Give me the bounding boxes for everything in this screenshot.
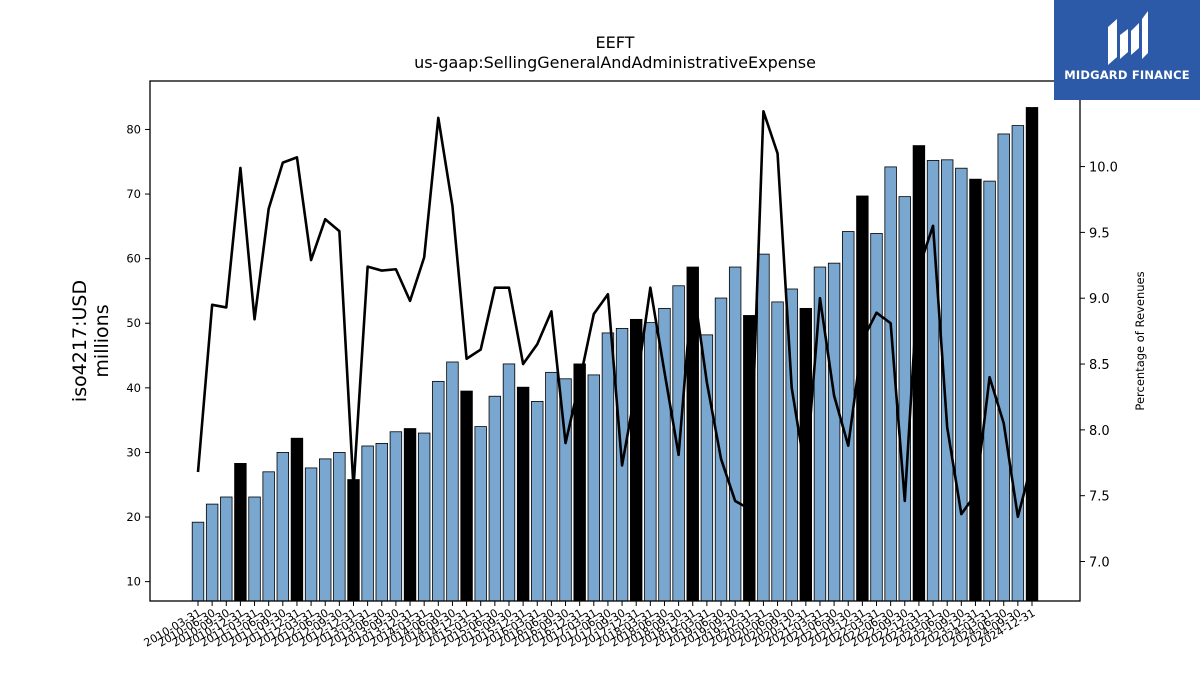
brand-name: MIDGARD FINANCE <box>1064 68 1190 82</box>
plot-frame <box>149 80 1081 602</box>
bar-2015-12-31 <box>516 386 530 602</box>
chart-title: EEFT <box>596 33 635 52</box>
bar-2019-06-30 <box>714 297 728 602</box>
bar-2011-09-30 <box>276 452 290 602</box>
bar-2011-12-31 <box>290 437 304 602</box>
bar-2011-06-30 <box>262 471 275 602</box>
y-tick-label-70: 70 <box>126 187 141 201</box>
y2-tick-label-10.0: 10.0 <box>1089 161 1118 176</box>
bar-2016-06-30 <box>545 371 558 602</box>
bar-2013-12-31 <box>403 428 417 602</box>
bar-2023-09-30 <box>955 167 968 602</box>
bar-2023-12-31 <box>969 178 982 602</box>
chart-subtitle: us-gaap:SellingGeneralAndAdministrativeE… <box>414 53 816 72</box>
bar-2024-12-31 <box>1025 107 1039 602</box>
bar-2022-12-31 <box>912 145 926 602</box>
bar-2022-03-31 <box>870 233 883 602</box>
y-tick-label-40: 40 <box>126 381 141 395</box>
bar-2011-03-31 <box>248 496 261 602</box>
bar-2012-09-30 <box>333 452 346 602</box>
bar-2013-09-30 <box>389 431 403 602</box>
bar-2012-06-30 <box>319 458 332 602</box>
bar-2020-06-30 <box>771 301 784 602</box>
x-axis: 2010-03-312010-06-302010-09-302010-12-31… <box>142 601 1038 650</box>
bar-2015-03-31 <box>474 426 487 602</box>
line-layer <box>196 109 1034 519</box>
bar-2017-03-31 <box>587 374 600 602</box>
bar-2010-06-30 <box>205 503 219 602</box>
y-tick-label-60: 60 <box>126 252 141 266</box>
y-tick-label-80: 80 <box>126 122 141 136</box>
bar-2015-09-30 <box>502 363 516 602</box>
bar-2024-09-30 <box>1011 125 1025 602</box>
bar-2019-09-30 <box>728 266 742 602</box>
y-axis-label-line-2: millions <box>91 304 113 377</box>
y-axis-left: 10 20 30 40 50 60 70 80 <box>126 122 150 589</box>
bar-2012-03-31 <box>304 467 318 602</box>
bar-2016-03-31 <box>531 400 544 602</box>
y2-tick-label-8.0: 8.0 <box>1089 424 1110 439</box>
y2-tick-label-9.0: 9.0 <box>1089 292 1110 307</box>
bar-2013-03-31 <box>361 445 374 602</box>
bar-2017-06-30 <box>601 332 615 602</box>
bar-2010-09-30 <box>220 496 233 602</box>
bar-2018-03-31 <box>644 322 657 602</box>
y-tick-label-30: 30 <box>126 445 141 459</box>
bar-2021-06-30 <box>827 262 841 602</box>
bar-2022-09-30 <box>898 196 911 602</box>
bar-2010-12-31 <box>234 463 247 602</box>
y-axis-label-line-1: iso4217:USD <box>69 280 91 402</box>
bar-2024-06-30 <box>997 133 1010 602</box>
y-tick-label-20: 20 <box>126 510 141 524</box>
midgard-logo-icon <box>1108 11 1148 65</box>
y2-tick-label-7.0: 7.0 <box>1089 556 1110 571</box>
bar-2014-06-30 <box>432 380 445 602</box>
bar-2015-06-30 <box>488 395 502 602</box>
bar-2012-12-31 <box>347 479 360 602</box>
bar-2010-03-31 <box>191 521 205 602</box>
brand-logo: MIDGARD FINANCE <box>1054 0 1200 100</box>
percentage-of-revenues-line <box>196 109 1034 519</box>
bars-layer <box>191 107 1039 602</box>
y2-tick-label-7.5: 7.5 <box>1089 490 1110 505</box>
bar-2014-09-30 <box>446 361 459 602</box>
y2-tick-label-9.5: 9.5 <box>1089 226 1110 241</box>
bar-2013-06-30 <box>375 442 388 602</box>
y-tick-label-50: 50 <box>126 316 141 330</box>
bar-2014-03-31 <box>417 432 431 602</box>
y-tick-label-10: 10 <box>126 575 141 589</box>
y2-axis-label: Percentage of Revenues <box>1133 271 1147 410</box>
y-axis-right: 7.0 7.5 8.0 8.5 9.0 9.5 10.0 <box>1080 161 1118 571</box>
bar-2014-12-31 <box>460 390 473 602</box>
y-axis-label: iso4217:USD millions <box>69 280 113 402</box>
bar-2020-03-31 <box>757 253 770 602</box>
bar-2021-12-31 <box>856 195 869 602</box>
y2-tick-label-8.5: 8.5 <box>1089 358 1110 373</box>
